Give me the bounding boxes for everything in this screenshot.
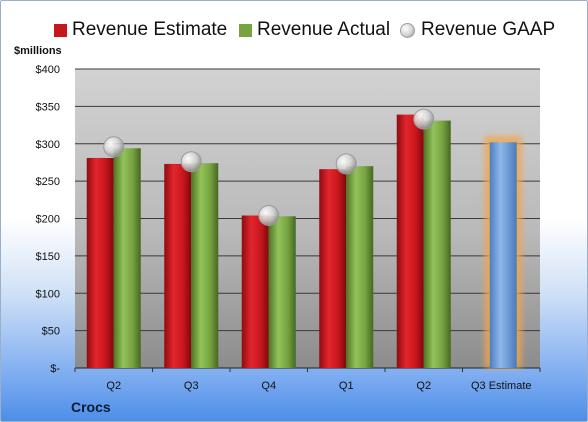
bar-estimate xyxy=(396,114,424,368)
bar-estimate xyxy=(164,163,192,368)
bar-actual xyxy=(423,120,451,368)
y-tick-label: $50 xyxy=(42,326,60,338)
x-axis-ticks: Q2 Q3 Q4 Q1 Q2 Q3 Estimate xyxy=(74,368,541,392)
y-tick-label: $300 xyxy=(36,139,60,151)
legend-swatch-actual xyxy=(239,23,252,37)
gaap-marker xyxy=(413,108,435,130)
bar-estimate-forecast xyxy=(489,142,517,368)
x-tick-label: Q1 xyxy=(339,380,354,392)
gaap-marker xyxy=(335,153,357,175)
x-tick-label: Q4 xyxy=(261,380,276,392)
bar-estimate xyxy=(241,215,269,368)
x-tick-label: Q2 xyxy=(416,380,431,392)
legend-item-estimate: Revenue Estimate xyxy=(54,15,227,45)
y-tick-label: $- xyxy=(50,363,60,375)
gaap-marker xyxy=(180,151,202,173)
legend-label-estimate: Revenue Estimate xyxy=(72,19,228,40)
y-tick-label: $400 xyxy=(36,64,60,76)
legend-label-actual: Revenue Actual xyxy=(257,19,391,40)
y-tick-label: $200 xyxy=(36,214,60,226)
y-tick-label: $250 xyxy=(36,176,60,188)
bar-actual xyxy=(268,216,296,368)
y-tick-label: $350 xyxy=(36,101,60,113)
bar-estimate xyxy=(319,169,347,368)
y-tick-label: $150 xyxy=(36,251,60,263)
gaap-markers xyxy=(103,108,435,227)
legend-marker-gaap xyxy=(400,22,415,38)
gaap-marker xyxy=(103,136,125,158)
legend-item-actual: Revenue Actual xyxy=(239,15,390,45)
legend-label-gaap: Revenue GAAP xyxy=(421,19,556,40)
bar-actual xyxy=(113,148,141,368)
x-tick-label: Q3 xyxy=(184,380,199,392)
legend: Revenue Estimate Revenue Actual Revenue … xyxy=(1,15,588,45)
legend-swatch-estimate xyxy=(54,23,67,37)
x-tick-label: Q2 xyxy=(106,380,121,392)
y-axis-unit-label: $millions xyxy=(14,45,62,57)
company-name: Crocs xyxy=(71,399,111,415)
legend-item-gaap: Revenue GAAP xyxy=(400,15,555,45)
y-axis-ticks: $- $50 $100 $150 $200 $250 $300 $350 $400 xyxy=(36,64,61,375)
bar-estimate xyxy=(86,157,114,368)
y-tick-label: $100 xyxy=(36,288,60,300)
bar-actual xyxy=(191,163,219,368)
x-tick-label: Q3 Estimate xyxy=(471,380,532,392)
bar-actual xyxy=(346,166,374,368)
bars xyxy=(86,114,522,368)
gaap-marker xyxy=(258,205,280,227)
